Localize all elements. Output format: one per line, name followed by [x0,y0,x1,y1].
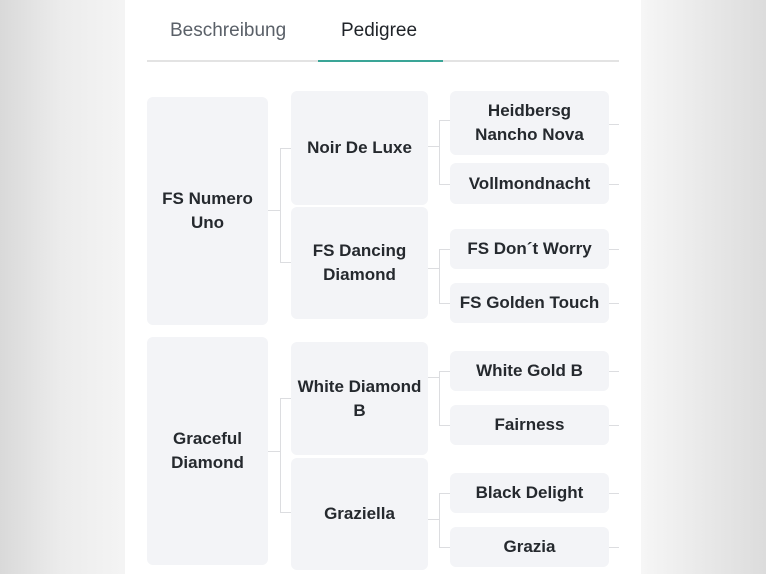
connector [439,184,450,185]
connector [609,303,619,304]
connector [428,519,439,520]
pedigree-grandparent[interactable]: FS Dancing Diamond [291,207,428,319]
connector [439,547,450,548]
pedigree-parent-sire[interactable]: FS Numero Uno [147,97,268,325]
connector [439,249,450,250]
connector [439,120,450,121]
connector [439,371,440,425]
pedigree-parent-dam[interactable]: Graceful Diamond [147,337,268,565]
pedigree-great-grandparent[interactable]: Vollmondnacht [450,163,609,204]
connector [439,120,440,184]
connector [609,493,619,494]
connector [439,493,450,494]
pedigree-grandparent[interactable]: Noir De Luxe [291,91,428,205]
connector [280,148,291,149]
connector [280,398,281,512]
connector [609,184,619,185]
connector [609,425,619,426]
connector [609,124,619,125]
pedigree-great-grandparent[interactable]: Fairness [450,405,609,445]
pedigree-grandparent[interactable]: Graziella [291,458,428,570]
tab-pedigree[interactable]: Pedigree [341,20,418,41]
connector [439,425,450,426]
connector [439,493,440,547]
connector [268,210,280,211]
pedigree-great-grandparent[interactable]: FS Golden Touch [450,283,609,323]
active-tab-indicator [318,60,443,62]
connector [428,377,439,378]
connector [280,512,291,513]
connector [439,371,450,372]
connector [609,249,619,250]
pedigree-grandparent[interactable]: White Diamond B [291,342,428,455]
connector [268,451,280,452]
connector [280,398,291,399]
connector [428,268,439,269]
connector [439,303,450,304]
pedigree-great-grandparent[interactable]: Black Delight [450,473,609,513]
tab-beschreibung[interactable]: Beschreibung [170,20,287,41]
connector [609,547,619,548]
connector [439,249,440,303]
pedigree-great-grandparent[interactable]: Grazia [450,527,609,567]
connector [280,262,291,263]
pedigree-great-grandparent[interactable]: White Gold B [450,351,609,391]
background-right [641,0,766,574]
connector [428,146,439,147]
connector [609,371,619,372]
pedigree-great-grandparent[interactable]: FS Don´t Worry [450,229,609,269]
connector [280,148,281,262]
pedigree-great-grandparent[interactable]: Heidbersg Nancho Nova [450,91,609,155]
